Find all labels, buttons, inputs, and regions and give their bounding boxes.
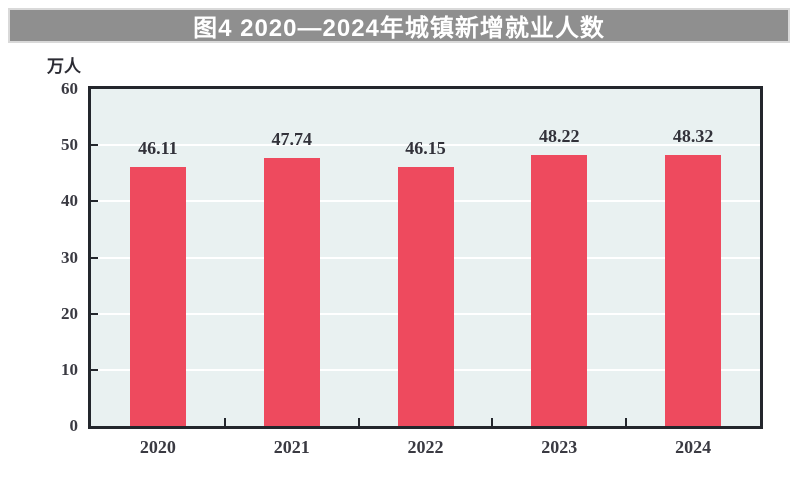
y-axis-tick-label: 10 <box>61 359 78 379</box>
x-axis-tick <box>223 418 226 426</box>
bar-value-label: 47.74 <box>271 128 312 149</box>
x-axis-label: 2021 <box>273 437 310 457</box>
bar-2021 <box>263 157 320 426</box>
y-axis-tick-label: 40 <box>61 191 78 211</box>
y-axis-tick <box>91 312 98 315</box>
bar-value-label: 48.32 <box>672 125 714 146</box>
bar-2020 <box>129 167 186 426</box>
y-axis-tick-label: 50 <box>61 135 78 155</box>
x-axis-label: 2020 <box>139 437 176 457</box>
y-axis-tick <box>91 200 98 203</box>
y-axis-tick-label: 30 <box>61 247 78 267</box>
x-axis-tick <box>491 418 494 426</box>
x-axis-tick <box>625 418 628 426</box>
bar-2022 <box>397 166 454 426</box>
figure-title: 图4 2020—2024年城镇新增就业人数 <box>193 15 605 42</box>
bar-2024 <box>665 154 722 426</box>
y-axis-tick <box>91 144 98 147</box>
y-axis-tick-label: 60 <box>61 79 78 98</box>
bar-value-label: 46.15 <box>405 137 446 158</box>
y-axis-tick <box>91 368 98 371</box>
bar-2023 <box>531 155 588 426</box>
y-axis-tick-label: 20 <box>61 303 78 323</box>
y-axis-tick <box>91 256 98 259</box>
x-axis-label: 2022 <box>407 437 444 457</box>
plot-area: 46.11 47.74 46.15 48.22 48.32 <box>88 86 763 429</box>
x-axis-label: 2023 <box>541 437 578 457</box>
y-axis-unit-label: 万人 <box>47 57 81 76</box>
x-axis-tick <box>357 418 360 426</box>
figure-title-banner: 图4 2020—2024年城镇新增就业人数 <box>8 8 790 43</box>
gridline-50 <box>91 144 760 147</box>
x-axis-label: 2024 <box>675 437 712 457</box>
bar-value-label: 48.22 <box>539 126 580 147</box>
y-axis-tick-label: 0 <box>69 416 79 435</box>
bar-value-label: 46.11 <box>138 138 178 159</box>
